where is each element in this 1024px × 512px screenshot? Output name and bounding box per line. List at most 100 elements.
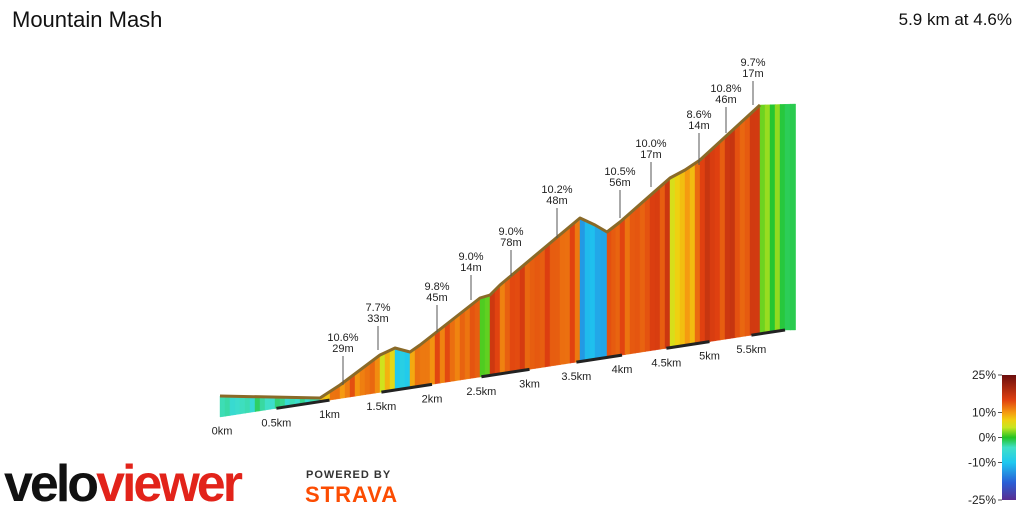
color-scale: 25% 10% 0% -10% -25% (968, 368, 1016, 507)
x-tick-label: 4.5km (651, 357, 681, 369)
profile-segment (534, 251, 541, 369)
profile-segment (759, 104, 766, 335)
profile-segment (429, 332, 436, 385)
profile-segment (379, 352, 386, 393)
profile-segment (629, 208, 636, 355)
x-tick-label: 5.5km (736, 344, 766, 356)
profile-segment (659, 181, 666, 350)
x-tick-mark (481, 367, 530, 379)
climb-grade: 7.7% (365, 302, 390, 314)
profile-segment (694, 159, 701, 345)
profile-segment (774, 104, 781, 332)
profile-segment (514, 267, 521, 372)
profile-segment (664, 177, 671, 349)
x-tick-label: 0.5km (261, 417, 291, 429)
x-tick-mark (666, 340, 710, 350)
profile-segment (634, 203, 641, 354)
profile-segment (399, 349, 406, 390)
profile-segment (454, 313, 461, 382)
profile-segment (709, 145, 716, 342)
climb-grade: 9.8% (424, 281, 449, 293)
profile-segment (404, 350, 411, 389)
profile-segment (564, 225, 571, 365)
profile-segment (479, 296, 486, 378)
profile-segment (444, 321, 451, 383)
profile-segment (419, 340, 426, 387)
profile-segment (424, 336, 431, 386)
x-tick-label: 3km (519, 378, 540, 390)
climb-length: 46m (715, 94, 736, 106)
profile-segment (494, 284, 501, 375)
profile-segment (389, 347, 396, 392)
logo-second: viewer (96, 455, 243, 512)
climb-length: 14m (460, 262, 481, 274)
x-tick-label: 1.5km (366, 401, 396, 413)
profile-segment (754, 104, 761, 335)
x-tick-label: 1km (319, 409, 340, 421)
profile-segment (789, 103, 796, 331)
x-tick-mark (576, 353, 623, 364)
profile-segment (699, 154, 706, 344)
climb-length: 17m (742, 68, 763, 80)
profile-segment (499, 280, 506, 375)
x-tick-mark (276, 398, 330, 410)
profile-segment (784, 103, 791, 331)
profile-segment (644, 195, 651, 352)
climb-length: 14m (688, 120, 709, 132)
climb-grade: 9.7% (740, 57, 765, 69)
climb-grade: 10.0% (635, 138, 666, 150)
x-tick-label: 0km (212, 426, 233, 438)
profile-segment (224, 395, 231, 417)
profile-segment (264, 396, 271, 411)
profile-segment (519, 263, 526, 372)
title: Mountain Mash (12, 7, 162, 32)
profile-segment (574, 217, 581, 363)
logo-first: velo (4, 455, 97, 512)
climb-length: 33m (367, 313, 388, 325)
profile-segment (689, 162, 696, 345)
profile-segment (584, 220, 591, 362)
strava: STRAVA (305, 482, 398, 507)
profile-segment (749, 109, 756, 336)
profile-segment (219, 395, 226, 418)
climb-grade: 9.0% (458, 251, 483, 263)
profile-segment (744, 113, 751, 337)
climb-length: 45m (426, 292, 447, 304)
climb-grade: 8.6% (686, 109, 711, 121)
profile-segment (769, 104, 776, 333)
profile-segment (459, 309, 466, 381)
profile-segment (469, 301, 476, 379)
profile-segment (504, 276, 511, 374)
profile-segment (509, 272, 516, 373)
profile-segment (649, 190, 656, 352)
profile-segment (764, 104, 771, 334)
profile-segment (229, 395, 236, 416)
profile-segment (544, 242, 551, 368)
profile-segment (624, 212, 631, 355)
color-tick-label: -10% (968, 456, 996, 470)
profile-segment (724, 132, 731, 340)
x-tick-label: 2.5km (466, 386, 496, 398)
profile-segment (704, 150, 711, 343)
climb-grade: 10.6% (327, 332, 358, 344)
profile-segment (739, 118, 746, 338)
profile-segment (529, 255, 536, 370)
x-tick-label: 3.5km (561, 371, 591, 383)
climb-length: 48m (546, 195, 567, 207)
color-tick-label: 10% (972, 406, 996, 420)
profile-segment (449, 317, 456, 382)
profile-segment (239, 396, 246, 415)
climb-grade: 10.2% (541, 184, 572, 196)
profile-segment (554, 234, 561, 366)
profile-segment (244, 396, 251, 414)
profile-segment (249, 396, 256, 413)
profile-segment (259, 396, 266, 412)
x-tick-mark (381, 382, 433, 394)
summary: 5.9 km at 4.6% (899, 10, 1012, 29)
profile-segment (394, 347, 401, 391)
climb-length: 17m (640, 149, 661, 161)
climb-grade: 10.8% (710, 83, 741, 95)
profile-segment (539, 246, 546, 368)
powered-by: POWERED BY (306, 469, 391, 481)
profile-segment (269, 396, 276, 410)
